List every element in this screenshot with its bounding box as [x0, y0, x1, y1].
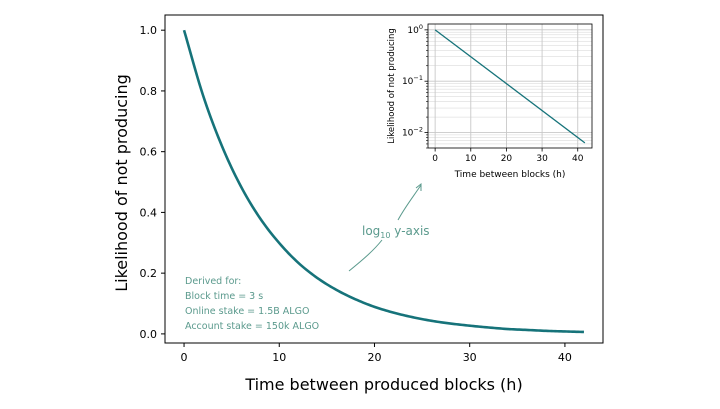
- main-x-axis-label: Time between produced blocks (h): [244, 375, 522, 394]
- inset-y-tick-base: 10: [402, 77, 414, 87]
- inset-y-tick-base: 10: [407, 26, 419, 36]
- log-y-axis-callout: log10 y-axis: [362, 224, 430, 240]
- main-x-tick-label: 30: [463, 351, 477, 364]
- main-y-tick-label: 0.6: [140, 146, 158, 159]
- callout-arrow-upper: [397, 184, 422, 221]
- main-y-tick-label: 0.4: [140, 206, 158, 219]
- inset-y-tick-base: 10: [402, 129, 414, 139]
- main-plot-frame: [164, 14, 604, 344]
- inset-y-tick-label: 100: [407, 23, 423, 36]
- note-line-4: Account stake = 150k ALGO: [185, 321, 319, 332]
- inset-y-tick-exponent: −2: [413, 126, 423, 134]
- inset-x-tick-label: 10: [465, 154, 477, 164]
- main-y-tick-label: 0.8: [140, 85, 158, 98]
- callout-log: log: [362, 224, 380, 238]
- main-y-tick-label: 0.2: [140, 267, 158, 280]
- inset-y-tick-exponent: 0: [419, 23, 423, 31]
- inset-y-tick-label: 10−1: [402, 74, 423, 87]
- main-x-tick-label: 40: [558, 351, 572, 364]
- inset-x-tick-label: 40: [572, 154, 584, 164]
- callout-subscript: 10: [380, 231, 390, 240]
- inset-y-tick-exponent: −1: [413, 74, 423, 82]
- main-y-axis-label: Likelihood of not producing: [112, 74, 131, 292]
- inset-x-axis-label: Time between blocks (h): [454, 170, 566, 180]
- main-x-tick-label: 0: [181, 351, 188, 364]
- main-y-tick-label: 1.0: [140, 24, 158, 37]
- inset-y-axis-label: Likelihood of not producing: [387, 28, 397, 144]
- main-y-tick-label: 0.0: [140, 328, 158, 341]
- inset-y-tick-label: 10−2: [402, 126, 423, 139]
- main-ticks: 0 10 20 30 400.00.20.40.60.81.0: [140, 24, 572, 364]
- inset-x-tick-label: 20: [501, 154, 513, 164]
- inset-x-tick-label: 0: [432, 154, 438, 164]
- main-series-line: [182, 29, 585, 334]
- inset-x-tick-label: 30: [536, 154, 548, 164]
- callout-rest: y-axis: [390, 224, 429, 238]
- note-line-3: Online stake = 1.5B ALGO: [185, 306, 309, 317]
- main-x-tick-label: 10: [272, 351, 286, 364]
- main-x-tick-label: 20: [367, 351, 381, 364]
- inset-plot-frame: [427, 23, 593, 149]
- derived-for-note: Derived for: Block time = 3 s Online sta…: [185, 276, 319, 332]
- note-line-2: Block time = 3 s: [185, 291, 263, 302]
- inset-series-line: [434, 29, 586, 144]
- callout-arrow-lower: [348, 239, 383, 272]
- note-line-1: Derived for:: [185, 276, 241, 287]
- callout-arrow-head: [415, 182, 422, 191]
- main-chart: 0 10 20 30 400.00.20.40.60.81.0 Time between…: [112, 14, 604, 394]
